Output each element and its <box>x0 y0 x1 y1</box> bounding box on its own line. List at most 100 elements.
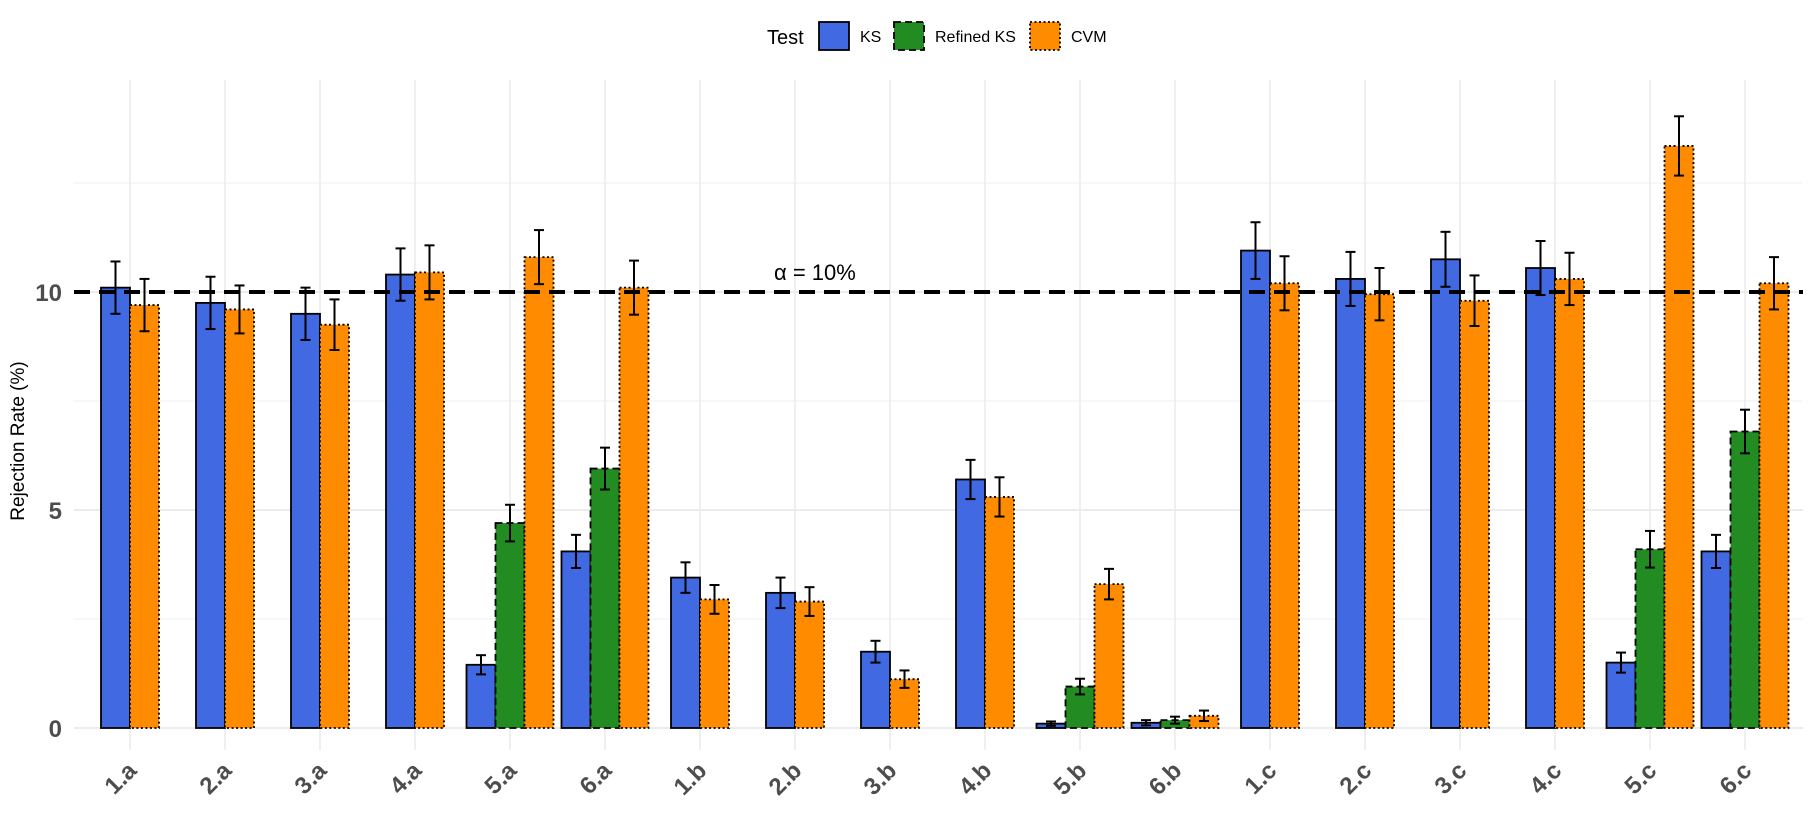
error-bar-ks-3.a <box>300 286 311 341</box>
bar-ks-2.c <box>1335 278 1366 729</box>
x-tick-label: 1.a <box>100 757 143 800</box>
legend-label: CVM <box>1071 29 1107 46</box>
legend-key <box>1029 21 1061 51</box>
error-bar-cvm-1.b <box>709 583 720 615</box>
y-tick-label: 5 <box>49 498 62 525</box>
legend-label: KS <box>860 29 881 46</box>
error-bar-refined-ks-6.c <box>1740 408 1750 455</box>
bar-ks-4.a <box>385 273 416 729</box>
reference-line-label: α = 10% <box>774 260 856 285</box>
bar-ks-4.c <box>1525 267 1556 729</box>
error-bar-cvm-2.b <box>804 586 815 617</box>
bar-cvm-5.a <box>523 256 555 729</box>
error-bar-cvm-3.b <box>899 669 910 689</box>
error-bar-ks-1.a <box>110 260 121 315</box>
bar-cvm-2.a <box>224 308 255 729</box>
error-bar-cvm-6.c <box>1769 256 1779 311</box>
x-tick-label: 2.a <box>195 757 238 800</box>
legend-key <box>893 21 925 51</box>
bar-ks-2.b <box>765 591 796 729</box>
bar-ks-3.c <box>1430 258 1461 729</box>
bar-cvm-1.a <box>129 304 160 729</box>
error-bar-cvm-2.c <box>1374 267 1385 322</box>
x-tick-label: 6.b <box>1144 757 1188 801</box>
bar-cvm-5.b <box>1093 583 1125 729</box>
error-bar-refined-ks-5.b <box>1075 677 1085 696</box>
error-bar-refined-ks-6.b <box>1170 715 1180 725</box>
y-axis-label: Rejection Rate (%) <box>8 361 29 520</box>
error-bar-cvm-6.b <box>1199 709 1209 723</box>
x-tick-label: 5.c <box>1620 757 1663 800</box>
error-bar-cvm-3.a <box>329 298 340 351</box>
error-bar-ks-5.b <box>1046 720 1056 727</box>
x-tick-label: 6.a <box>575 757 618 800</box>
error-bar-ks-6.c <box>1711 533 1721 569</box>
bar-layer <box>100 145 1790 729</box>
legend-key <box>818 21 850 51</box>
x-tick-label: 1.c <box>1240 757 1283 800</box>
error-bar-ks-2.a <box>205 275 216 331</box>
bar-refined-ks-5.c <box>1634 548 1666 729</box>
bar-ks-2.a <box>195 301 226 729</box>
bar-cvm-1.c <box>1269 282 1300 729</box>
error-bar-cvm-1.a <box>139 277 150 333</box>
error-bar-cvm-4.b <box>994 476 1005 518</box>
error-bar-cvm-6.a <box>629 259 639 316</box>
bar-cvm-2.c <box>1364 293 1395 729</box>
bar-cvm-4.b <box>984 496 1015 729</box>
x-tick-label: 3.c <box>1430 757 1473 800</box>
bar-cvm-3.c <box>1459 299 1490 729</box>
x-tick-label: 3.a <box>290 757 333 800</box>
error-bar-ks-6.a <box>571 533 581 569</box>
bar-ks-6.a <box>560 550 592 729</box>
x-tick-label: 6.c <box>1715 757 1758 800</box>
reference-layer: α = 10% <box>74 260 1803 294</box>
legend-item-cvm: CVM <box>1029 21 1107 51</box>
bar-ks-1.a <box>100 286 131 729</box>
x-tick-label: 4.c <box>1525 757 1568 800</box>
error-bar-ks-2.c <box>1345 250 1356 307</box>
bar-ks-3.b <box>860 650 891 729</box>
x-tick-label: 2.c <box>1335 757 1378 800</box>
bar-ks-6.c <box>1700 550 1732 729</box>
error-bar-ks-3.c <box>1440 230 1451 288</box>
error-bar-refined-ks-6.a <box>600 446 610 491</box>
legend-label: Refined KS <box>935 29 1016 46</box>
bar-cvm-3.a <box>319 323 350 729</box>
error-bar-ks-4.c <box>1535 239 1546 297</box>
x-tick-label: 1.b <box>669 757 713 801</box>
bar-cvm-1.b <box>699 598 730 729</box>
bar-ks-3.a <box>290 312 321 729</box>
bar-cvm-6.c <box>1758 282 1790 729</box>
error-bar-ks-6.b <box>1141 719 1151 727</box>
error-bar-ks-5.c <box>1616 651 1626 674</box>
x-tick-label: 4.b <box>954 757 998 801</box>
x-tick-label: 5.a <box>480 757 523 800</box>
bar-cvm-6.a <box>618 286 650 729</box>
error-bar-ks-1.c <box>1250 221 1261 280</box>
legend-item-refined-ks: Refined KS <box>893 21 1016 51</box>
error-bar-refined-ks-5.c <box>1645 529 1655 569</box>
bar-cvm-2.b <box>794 600 825 729</box>
bar-cvm-5.c <box>1663 145 1695 729</box>
bar-refined-ks-6.a <box>589 467 621 729</box>
error-bar-cvm-3.c <box>1469 274 1480 328</box>
error-bar-cvm-4.c <box>1564 251 1575 307</box>
bar-refined-ks-6.c <box>1729 430 1761 729</box>
x-tick-label: 3.b <box>859 757 903 801</box>
x-tick-label: 4.a <box>385 757 428 800</box>
error-bar-cvm-5.a <box>534 229 544 286</box>
bar-ks-4.b <box>955 478 986 729</box>
legend-item-ks: KS <box>818 21 881 51</box>
error-bar-ks-3.b <box>870 639 881 664</box>
y-tick-label: 10 <box>35 280 62 307</box>
error-bar-cvm-1.c <box>1279 255 1290 312</box>
bar-cvm-4.c <box>1554 278 1585 729</box>
bar-refined-ks-5.a <box>494 522 526 729</box>
error-bar-refined-ks-5.a <box>505 503 515 543</box>
legend: Test KS Refined KS CVM <box>767 21 1107 51</box>
legend-title: Test <box>767 27 804 49</box>
error-bar-cvm-5.b <box>1104 567 1114 601</box>
